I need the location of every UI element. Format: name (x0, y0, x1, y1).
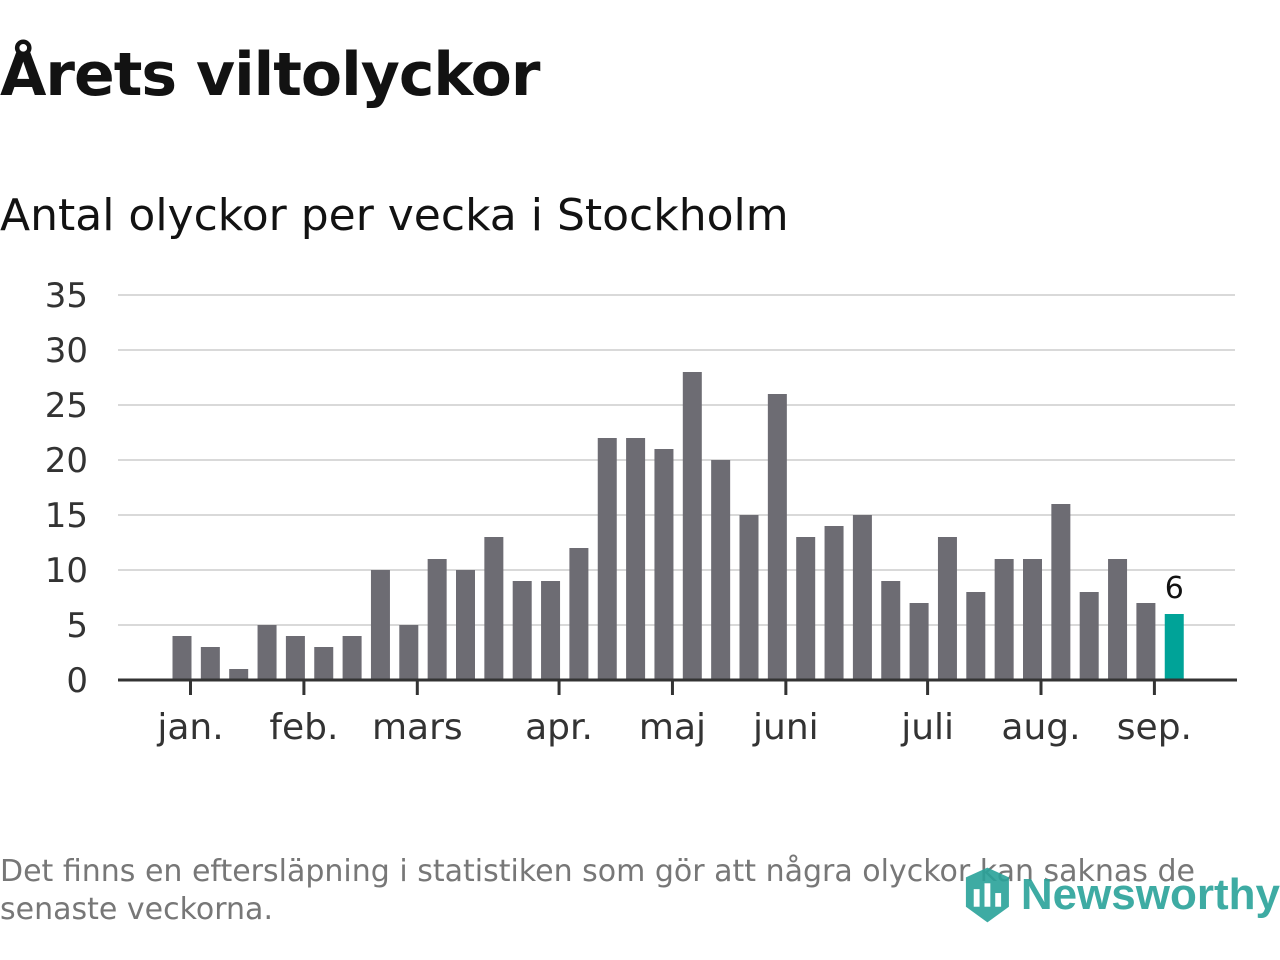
newsworthy-logo: Newsworthy (962, 860, 1280, 930)
x-axis-month-labels: jan. feb. mars apr. maj juni juli aug. sep. (156, 707, 1192, 748)
bar-chart: 0 5 10 15 20 25 30 35 jan. feb. mars apr. maj juni ju… (45, 276, 1237, 748)
bar-highlight (1164, 614, 1184, 680)
bar (909, 603, 929, 680)
y-tick-label: 35 (45, 276, 88, 316)
data-labels: 6 (1165, 571, 1184, 606)
newsworthy-logo-text: Newsworthy (1020, 870, 1280, 919)
highlight-data-label: 6 (1165, 571, 1184, 606)
x-axis (118, 678, 1237, 695)
bar (172, 636, 192, 680)
bar (484, 537, 504, 680)
bar (739, 515, 759, 680)
y-tick-label: 10 (45, 551, 88, 591)
bar (937, 537, 957, 680)
bar (456, 570, 475, 680)
bar (626, 438, 646, 680)
bar (257, 625, 277, 680)
bar (1079, 592, 1099, 680)
bar (796, 537, 816, 680)
x-tick-label: sep. (1117, 707, 1192, 748)
bar (852, 515, 872, 680)
bar (569, 548, 589, 680)
bar (229, 669, 249, 680)
y-tick-label: 20 (45, 441, 88, 481)
bar (654, 449, 674, 680)
x-tick-label: mars (372, 707, 463, 748)
y-axis-ticks: 0 5 10 15 20 25 30 35 (45, 276, 88, 701)
bar (597, 438, 617, 680)
bar (314, 647, 334, 680)
x-tick-label: juni (752, 707, 819, 748)
grid-lines (118, 294, 1235, 626)
bar (711, 460, 731, 680)
x-tick-label: jan. (156, 707, 223, 748)
y-tick-label: 25 (45, 386, 88, 426)
bar (285, 636, 305, 680)
bar (824, 526, 844, 680)
x-tick-label: juli (900, 707, 954, 748)
bar (994, 559, 1014, 680)
x-tick-label: feb. (269, 707, 338, 748)
chart-title: Årets viltolyckor (0, 40, 540, 110)
bar (1108, 559, 1128, 680)
bar (1023, 559, 1042, 680)
bar (1051, 504, 1071, 680)
chart-subtitle: Antal olyckor per vecka i Stockholm (0, 190, 789, 241)
y-tick-label: 30 (45, 331, 88, 371)
bar (881, 581, 901, 680)
y-tick-label: 0 (66, 661, 88, 701)
bar (342, 636, 362, 680)
bar (767, 394, 787, 680)
bar (682, 372, 702, 680)
y-tick-label: 15 (45, 496, 88, 536)
y-tick-label: 5 (66, 606, 88, 646)
bar (399, 625, 419, 680)
x-tick-label: apr. (525, 707, 593, 748)
bar (541, 581, 561, 680)
x-tick-label: maj (639, 707, 706, 748)
newsworthy-logo-icon (965, 867, 1009, 923)
bars (172, 372, 1184, 680)
bar (200, 647, 220, 680)
bar (512, 581, 532, 680)
bar (370, 570, 390, 680)
x-tick-label: aug. (1001, 707, 1080, 748)
bar (427, 559, 447, 680)
bar (1136, 603, 1156, 680)
bar (966, 592, 986, 680)
